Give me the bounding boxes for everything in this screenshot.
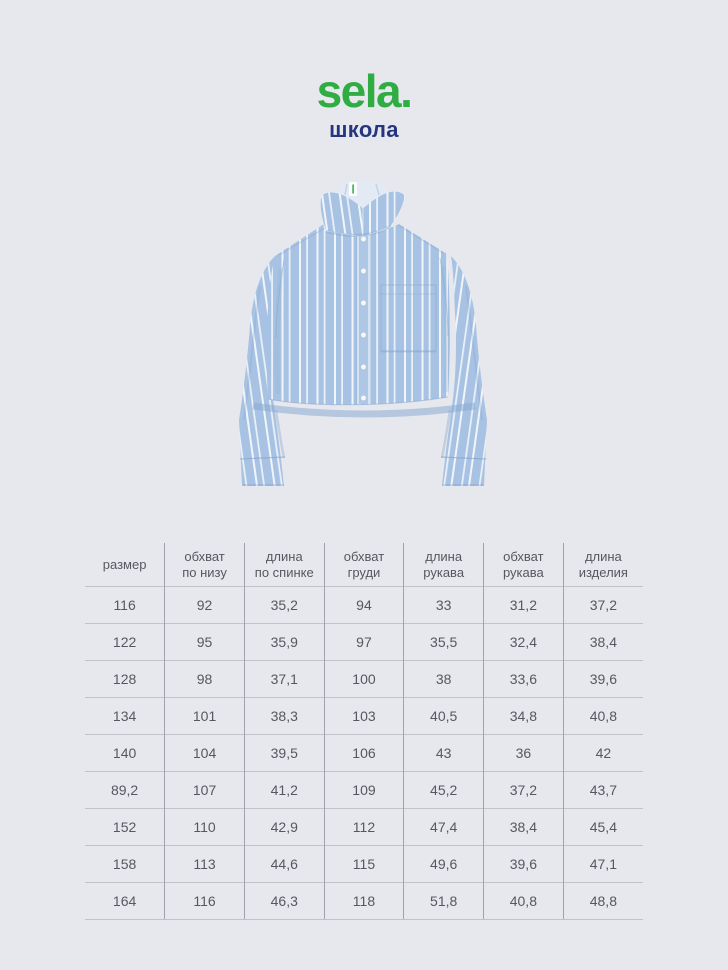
- table-cell: 38,4: [562, 623, 643, 661]
- table-row: 140 104 39,5 106 43 36 42: [85, 734, 643, 772]
- table-cell: 134: [85, 697, 165, 735]
- table-row: 158 113 44,6 115 49,6 39,6 47,1: [85, 845, 643, 883]
- table-cell: 37,2: [562, 586, 643, 624]
- column-header: длина по спинке: [243, 543, 325, 587]
- table-cell: 118: [323, 882, 404, 920]
- table-cell: 49,6: [403, 845, 484, 883]
- table-cell: 40,8: [562, 697, 643, 735]
- shirt-collar: [319, 180, 406, 238]
- table-cell: 45,4: [562, 808, 643, 846]
- table-cell: 43: [403, 734, 484, 772]
- table-cell: 92: [164, 586, 245, 624]
- table-cell: 116: [85, 586, 165, 624]
- table-cell: 39,5: [243, 734, 325, 772]
- table-cell: 39,6: [483, 845, 564, 883]
- table-cell: 40,8: [483, 882, 564, 920]
- table-cell: 35,2: [243, 586, 325, 624]
- table-cell: 98: [164, 660, 245, 698]
- table-cell: 32,4: [483, 623, 564, 661]
- table-row: 152 110 42,9 112 47,4 38,4 45,4: [85, 808, 643, 846]
- size-table: размер обхват по низу длина по спинке обхва…: [85, 543, 643, 920]
- table-cell: 36: [483, 734, 564, 772]
- table-cell: 152: [85, 808, 165, 846]
- table-row: 89,2 107 41,2 109 45,2 37,2 43,7: [85, 771, 643, 809]
- column-header: обхват груди: [323, 543, 404, 587]
- table-cell: 44,6: [243, 845, 325, 883]
- table-cell: 43,7: [562, 771, 643, 809]
- table-cell: 113: [164, 845, 245, 883]
- shirt-buttons: [360, 236, 367, 402]
- table-cell: 158: [85, 845, 165, 883]
- table-cell: 51,8: [403, 882, 484, 920]
- table-cell: 34,8: [483, 697, 564, 735]
- sela-logo: sela.: [316, 65, 413, 117]
- table-cell: 94: [323, 586, 404, 624]
- table-cell: 47,1: [562, 845, 643, 883]
- table-cell: 35,9: [243, 623, 325, 661]
- brand-header: sela. школа: [0, 68, 728, 143]
- table-cell: 115: [323, 845, 404, 883]
- product-photo-striped-shirt: [229, 168, 499, 498]
- table-cell: 35,5: [403, 623, 484, 661]
- table-cell: 103: [323, 697, 404, 735]
- table-cell: 97: [323, 623, 404, 661]
- shirt-left-sleeve: [239, 256, 286, 486]
- table-cell: 33,6: [483, 660, 564, 698]
- table-cell: 42: [562, 734, 643, 772]
- table-cell: 31,2: [483, 586, 564, 624]
- table-cell: 89,2: [85, 771, 165, 809]
- column-header: обхват по низу: [164, 543, 245, 587]
- table-cell: 38,3: [243, 697, 325, 735]
- column-header: обхват рукава: [483, 543, 564, 587]
- size-table-header: размер обхват по низу длина по спинке обхва…: [85, 543, 643, 587]
- table-cell: 116: [164, 882, 245, 920]
- table-cell: 45,2: [403, 771, 484, 809]
- column-header: длина изделия: [562, 543, 643, 587]
- table-row: 116 92 35,2 94 33 31,2 37,2: [85, 586, 643, 624]
- table-cell: 46,3: [243, 882, 325, 920]
- table-row: 122 95 35,9 97 35,5 32,4 38,4: [85, 623, 643, 661]
- shirt-pocket: [380, 284, 437, 353]
- table-cell: 37,2: [483, 771, 564, 809]
- table-cell: 40,5: [403, 697, 484, 735]
- table-cell: 48,8: [562, 882, 643, 920]
- table-cell: 164: [85, 882, 165, 920]
- table-cell: 104: [164, 734, 245, 772]
- table-cell: 110: [164, 808, 245, 846]
- table-cell: 122: [85, 623, 165, 661]
- column-header: размер: [102, 556, 147, 572]
- table-cell: 107: [164, 771, 245, 809]
- table-cell: 112: [323, 808, 404, 846]
- table-cell: 101: [164, 697, 245, 735]
- table-cell: 39,6: [562, 660, 643, 698]
- table-cell: 128: [85, 660, 165, 698]
- table-row: 134 101 38,3 103 40,5 34,8 40,8: [85, 697, 643, 735]
- table-cell: 106: [323, 734, 404, 772]
- brand-subtitle: школа: [329, 117, 399, 142]
- shirt-placket: [355, 232, 372, 404]
- table-cell: 47,4: [403, 808, 484, 846]
- table-cell: 37,1: [243, 660, 325, 698]
- shirt-illustration: [239, 180, 489, 488]
- table-cell: 95: [164, 623, 245, 661]
- table-cell: 100: [323, 660, 404, 698]
- column-header: длина рукава: [403, 543, 484, 587]
- table-row: 128 98 37,1 100 38 33,6 39,6: [85, 660, 643, 698]
- header-row: размер обхват по низу длина по спинке обхва…: [85, 543, 643, 587]
- table-cell: 41,2: [243, 771, 325, 809]
- table-cell: 33: [403, 586, 484, 624]
- size-table-body: 116 92 35,2 94 33 31,2 37,2 122 95 35,9 97 35,5 32,4…: [85, 586, 643, 920]
- table-cell: 140: [85, 734, 165, 772]
- table-cell: 42,9: [243, 808, 325, 846]
- table-row: 164 116 46,3 118 51,8 40,8 48,8: [85, 882, 643, 920]
- table-cell: 38,4: [483, 808, 564, 846]
- table-cell: 38: [403, 660, 484, 698]
- table-cell: 109: [323, 771, 404, 809]
